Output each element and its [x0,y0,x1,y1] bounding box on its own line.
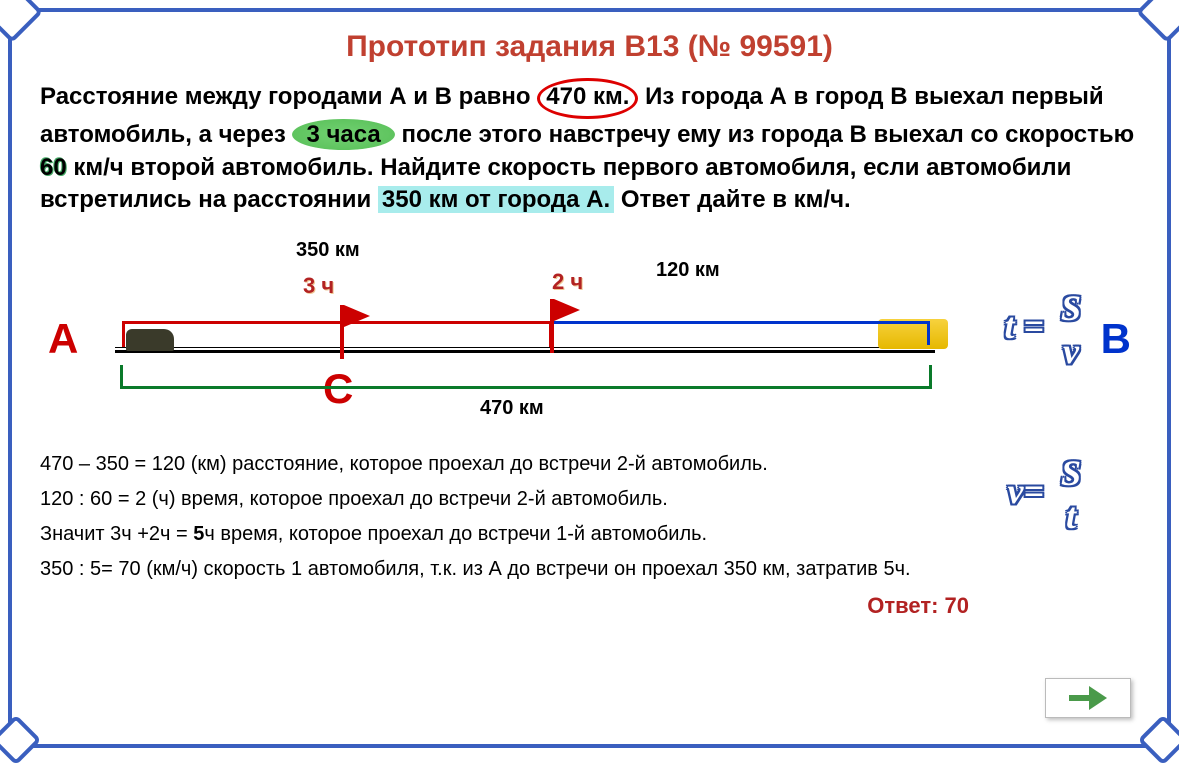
answer-text: Ответ: 70 [40,593,1139,619]
total-distance-highlight: 470 км. [537,78,638,119]
problem-part: после этого навстречу ему из города В вы… [401,121,1134,148]
solution-step: Значит 3ч +2ч = 5ч время, которое проеха… [40,517,1139,552]
dist-470-label: 470 км [480,397,544,420]
point-a-label: А [48,315,78,363]
formula-v-num: S [1053,455,1089,496]
formula-t-num: S [1053,290,1089,331]
solution-steps: 470 – 350 = 120 (км) расстояние, которое… [40,447,1139,587]
bracket-120 [550,321,930,345]
slide-title: Прототип задания B13 (№ 99591) [40,30,1139,64]
time-3h-label: 3 ч [303,273,334,299]
meet-distance-highlight: 350 км от города А. [378,186,614,213]
flag-1 [340,305,344,359]
problem-text: Расстояние между городами А и В равно 47… [40,78,1139,217]
dist-120-label: 120 км [656,259,720,282]
problem-part: Ответ дайте в км/ч. [621,186,851,213]
formula-t: t = S v [1004,290,1089,369]
bracket-470 [120,365,932,389]
delay-highlight: 3 часа [292,119,394,150]
bracket-350 [122,321,552,347]
formula-t-lhs: t = [1004,306,1044,346]
formula-v-den: t [1053,496,1089,534]
solution-step: 470 – 350 = 120 (км) расстояние, которое… [40,447,1139,482]
solution-step: 120 : 60 = 2 (ч) время, которое проехал … [40,482,1139,517]
formula-v: v= S t [1007,455,1089,534]
formula-t-den: v [1053,331,1089,369]
next-button[interactable] [1045,678,1131,718]
solution-step: 350 : 5= 70 (км/ч) скорость 1 автомобиля… [40,552,1139,587]
motion-diagram: А В С 350 км 120 км 470 км 3 ч 2 ч [40,235,1139,445]
road-line [115,350,935,353]
formula-v-lhs: v= [1007,471,1044,511]
dist-350-label: 350 км [296,239,360,262]
flag-2 [550,299,554,353]
problem-part: Расстояние между городами А и В равно [40,83,531,110]
slide-content: Прототип задания B13 (№ 99591) Расстояни… [40,30,1139,726]
time-2h-label: 2 ч [552,269,583,295]
point-b-label: В [1101,315,1131,363]
speed2-highlight: 60 [40,154,67,181]
